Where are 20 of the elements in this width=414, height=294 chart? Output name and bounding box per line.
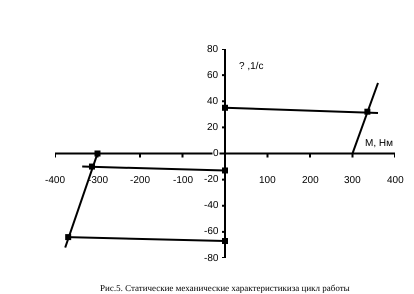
y-tick-label: 20 — [207, 122, 219, 133]
y-tick-label: -40 — [204, 200, 219, 211]
y-tick-label: -20 — [204, 174, 219, 185]
x-tick-label: 100 — [259, 175, 276, 186]
y-tick-label: -60 — [204, 226, 219, 237]
y-tick-label: -80 — [204, 253, 219, 264]
y-tick-label: 0 — [213, 148, 219, 159]
y-tick-label: 40 — [207, 96, 219, 107]
x-tick-label: -400 — [45, 175, 66, 186]
y-axis-title: ? ,1/c — [239, 61, 264, 72]
y-tick-label: 80 — [207, 44, 219, 55]
x-tick-label: -200 — [130, 175, 150, 186]
x-tick-label: 300 — [344, 175, 362, 186]
text: Рис.5. Статические механические характеристикиза цикл работы — [100, 283, 350, 293]
x-tick-label: -300 — [88, 175, 108, 186]
x-tick-label: 400 — [387, 175, 404, 186]
x-axis-title: M, Нм — [365, 138, 394, 149]
x-tick-label: -100 — [173, 175, 194, 186]
x-tick-label: 200 — [302, 175, 320, 186]
y-tick-label: 60 — [207, 70, 219, 81]
